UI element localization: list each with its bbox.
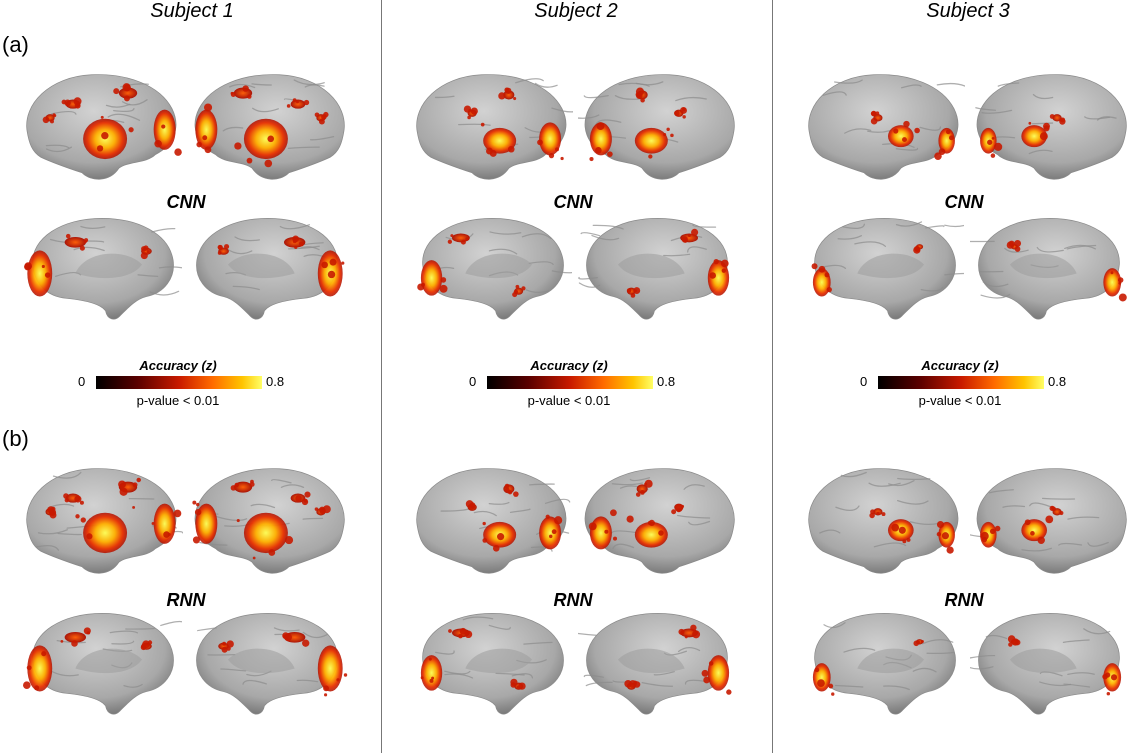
- brain-lateral-right-cnn-subject-3: [975, 74, 1127, 180]
- brain-medial-right-cnn-subject-1: [196, 217, 345, 320]
- colorbar-gradient: [878, 376, 1044, 389]
- colorbar-title: Accuracy (z): [921, 358, 999, 373]
- colorbar-legend-subject-3: Accuracy (z) 0 0.8 p-value < 0.01: [850, 358, 1070, 418]
- brain-medial-right-cnn-subject-2: [578, 217, 730, 320]
- panel-label-b: (b): [2, 426, 29, 451]
- colorbar-gradient: [96, 376, 262, 389]
- colorbar-max: 0.8: [657, 374, 676, 389]
- colorbar-gradient: [487, 376, 653, 389]
- colorbar-note: p-value < 0.01: [527, 393, 611, 408]
- model-label-rnn-subject-3: RNN: [944, 590, 984, 610]
- brain-lateral-left-rnn-subject-2: [416, 468, 571, 574]
- colorbar-max: 0.8: [1048, 374, 1067, 389]
- model-label-cnn-subject-1: CNN: [166, 192, 206, 212]
- column-divider-1: [381, 0, 382, 753]
- model-label-cnn-subject-3: CNN: [944, 192, 984, 212]
- brain-medial-left-rnn-subject-3: [812, 612, 956, 715]
- model-label-cnn-subject-2: CNN: [553, 192, 593, 212]
- colorbar-max: 0.8: [266, 374, 285, 389]
- model-label-rnn-subject-1: RNN: [166, 590, 206, 610]
- colorbar-note: p-value < 0.01: [136, 393, 220, 408]
- brain-medial-left-cnn-subject-3: [811, 217, 964, 320]
- column-title-subject-3: Subject 3: [926, 0, 1010, 22]
- colorbar-min: 0: [860, 374, 868, 389]
- brain-lateral-right-rnn-subject-3: [970, 468, 1127, 574]
- brain-lateral-right-rnn-subject-2: [584, 468, 735, 574]
- brain-lateral-right-cnn-subject-2: [578, 74, 735, 180]
- brain-lateral-left-cnn-subject-2: [416, 74, 573, 180]
- colorbar-legend-subject-2: Accuracy (z) 0 0.8 p-value < 0.01: [459, 358, 679, 418]
- panel-label-a: (a): [2, 32, 29, 57]
- column-title-subject-2: Subject 2: [534, 0, 618, 22]
- brain-medial-left-rnn-subject-1: [23, 612, 182, 715]
- brain-medial-right-cnn-subject-3: [970, 217, 1127, 320]
- colorbar-title: Accuracy (z): [530, 358, 608, 373]
- colorbar-min: 0: [469, 374, 477, 389]
- brain-medial-left-cnn-subject-2: [417, 217, 572, 320]
- brain-lateral-right-rnn-subject-1: [192, 468, 345, 574]
- colorbar-title: Accuracy (z): [139, 358, 217, 373]
- column-divider-2: [772, 0, 773, 753]
- brain-medial-left-rnn-subject-2: [420, 612, 564, 715]
- brain-medial-left-cnn-subject-1: [24, 217, 182, 320]
- model-label-rnn-subject-2: RNN: [553, 590, 593, 610]
- colorbar-note: p-value < 0.01: [918, 393, 1002, 408]
- colorbar-min: 0: [78, 374, 86, 389]
- brain-lateral-left-rnn-subject-3: [808, 468, 959, 574]
- brain-lateral-left-cnn-subject-3: [808, 74, 965, 180]
- brain-medial-right-rnn-subject-1: [196, 612, 348, 715]
- brain-lateral-left-cnn-subject-1: [26, 74, 182, 180]
- brain-medial-right-rnn-subject-2: [578, 612, 732, 715]
- colorbar-legend-subject-1: Accuracy (z) 0 0.8 p-value < 0.01: [68, 358, 288, 418]
- brain-medial-right-rnn-subject-3: [970, 612, 1122, 715]
- column-title-subject-1: Subject 1: [150, 0, 234, 22]
- brain-lateral-right-cnn-subject-1: [194, 74, 345, 180]
- brain-lateral-left-rnn-subject-1: [26, 468, 183, 574]
